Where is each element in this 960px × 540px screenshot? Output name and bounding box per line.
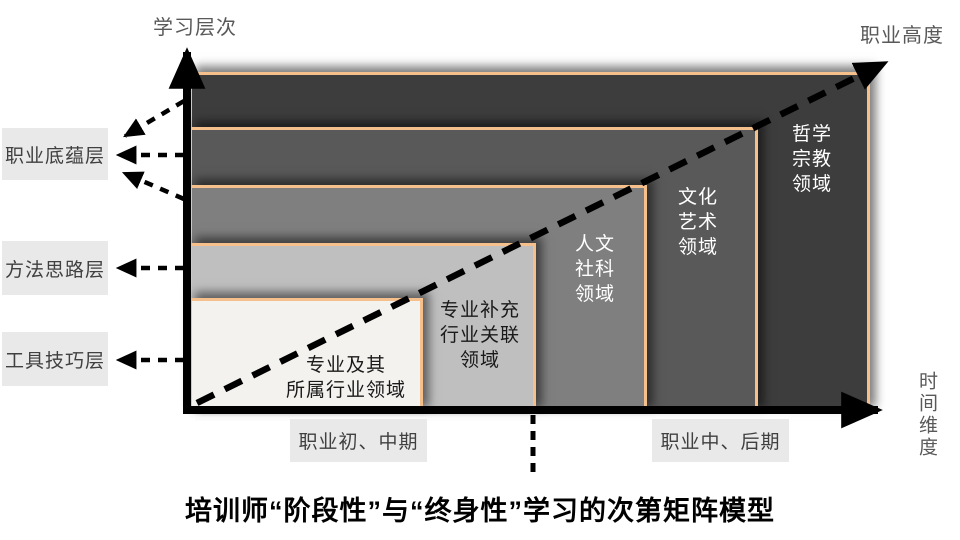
layer-tag-foundation: 职业底蕴层 <box>2 128 108 180</box>
arrow-to-foundation-layer-top <box>123 99 186 138</box>
ring-label-philosophy-religion: 哲学 宗教 领域 <box>791 124 832 195</box>
ring-label-humanities-social: 人文 社科 领域 <box>574 234 615 305</box>
ring-label-core-profession: 专业及其 所属行业领域 <box>285 355 406 401</box>
layer-tag-tools: 工具技巧层 <box>2 332 108 386</box>
diagonal-axis-label: 职业高度 <box>860 25 944 47</box>
diagram-title: 培训师“阶段性”与“终身性”学习的次第矩阵模型 <box>185 496 775 526</box>
phase-tag-early-mid-career: 职业初、中期 <box>290 419 427 462</box>
arrow-to-foundation-layer-bottom <box>121 170 185 202</box>
y-axis-label: 学习层次 <box>153 17 237 39</box>
ring-label-culture-art: 文化 艺术 领域 <box>677 187 718 258</box>
layer-tag-method: 方法思路层 <box>2 241 108 295</box>
ring-label-professional-supplement: 专业补充 行业关联 领域 <box>439 300 520 371</box>
phase-tag-mid-late-career: 职业中、后期 <box>652 419 789 462</box>
x-axis-label: 时间维度 <box>916 371 937 459</box>
